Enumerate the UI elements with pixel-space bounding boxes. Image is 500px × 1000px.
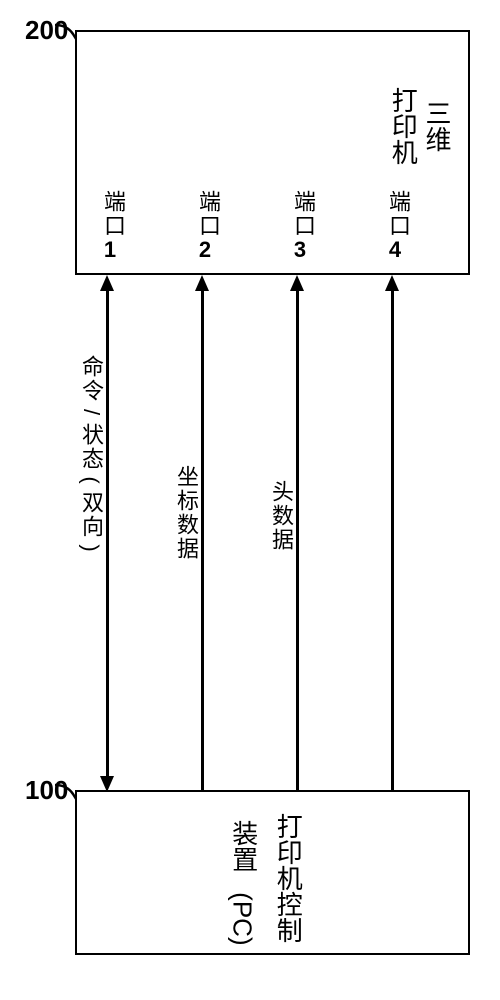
conn1-p3: 双向 bbox=[79, 491, 104, 539]
printer-box: 三维 打印机 端口 1 端口 2 端口 3 端口 4 bbox=[75, 30, 470, 275]
controller-l1: 打印机控制 bbox=[273, 813, 303, 943]
port-num-1: 1 bbox=[104, 237, 116, 263]
conn1-slash: / bbox=[78, 409, 104, 417]
printer-label-line2: 打印机 bbox=[388, 87, 418, 165]
conn1-p2: 状态 bbox=[79, 423, 104, 471]
conn2-label: 坐标数据 bbox=[170, 465, 202, 561]
port-label-4: 端口 bbox=[382, 190, 414, 238]
conn3-label: 头数据 bbox=[265, 480, 297, 552]
controller-l2: 装置 bbox=[229, 820, 259, 872]
conn1-label: 命令 / 状态 ( 双向) bbox=[75, 355, 107, 559]
conn1-p1: 命令 bbox=[79, 355, 104, 403]
port-label-1: 端口 bbox=[97, 190, 129, 238]
controller-label: 打印机控制 装置 (PC) bbox=[217, 802, 304, 953]
conn1-po: ( bbox=[78, 476, 104, 485]
printer-label-line1: 三维 bbox=[422, 100, 452, 152]
block-diagram: 200 三维 打印机 端口 1 端口 2 端口 3 端口 4 命令/状态(双向)… bbox=[20, 20, 480, 980]
conn4-line bbox=[391, 289, 394, 790]
printer-label: 三维 打印机 bbox=[385, 87, 453, 165]
conn1-pc: ) bbox=[78, 544, 104, 553]
controller-box: 打印机控制 装置 (PC) bbox=[75, 790, 470, 955]
port-num-4: 4 bbox=[389, 237, 401, 263]
controller-l3: (PC) bbox=[225, 892, 259, 945]
port-label-3: 端口 bbox=[287, 190, 319, 238]
port-num-3: 3 bbox=[294, 237, 306, 263]
port-label-2: 端口 bbox=[192, 190, 224, 238]
port-num-2: 2 bbox=[199, 237, 211, 263]
